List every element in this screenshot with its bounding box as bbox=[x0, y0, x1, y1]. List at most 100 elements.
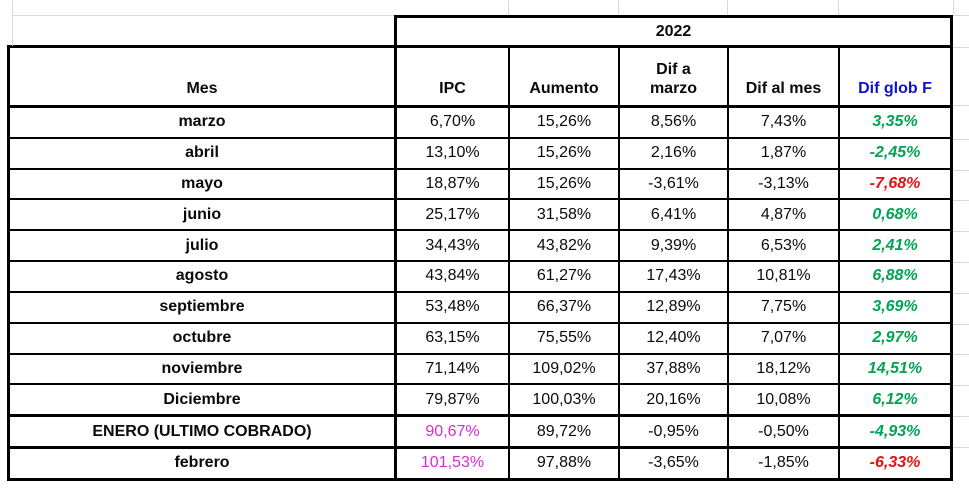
cell-aumento[interactable]: 66,37% bbox=[510, 292, 620, 322]
cell-dif-al-mes[interactable]: 1,87% bbox=[729, 138, 840, 168]
cell-dif-al-mes[interactable]: 7,75% bbox=[729, 292, 840, 322]
excel-gridline bbox=[953, 200, 969, 201]
cell-dif-a-marzo[interactable]: 6,41% bbox=[620, 200, 729, 230]
ipc-table: Mes IPC Aumento Dif a marzo Dif al mes D… bbox=[7, 45, 953, 481]
cell-dif-a-marzo[interactable]: 12,40% bbox=[620, 323, 729, 353]
excel-gridline bbox=[953, 15, 969, 16]
cell-ipc[interactable]: 18,87% bbox=[397, 169, 510, 199]
year-header-cell[interactable]: 2022 bbox=[394, 15, 953, 48]
table-header-row: Mes IPC Aumento Dif a marzo Dif al mes D… bbox=[10, 48, 950, 108]
cell-ipc[interactable]: 25,17% bbox=[397, 200, 510, 230]
cell-dif-glob-f[interactable]: 3,69% bbox=[872, 298, 918, 316]
cell-aumento[interactable]: 97,88% bbox=[510, 449, 620, 478]
cell-dif-al-mes[interactable]: 6,53% bbox=[729, 231, 840, 261]
table-row: septiembre 53,48% 66,37% 12,89% 7,75% 3,… bbox=[10, 290, 950, 322]
cell-dif-glob-f[interactable]: 2,41% bbox=[872, 236, 918, 254]
cell-dif-al-mes[interactable]: 7,43% bbox=[729, 108, 840, 137]
cell-mes[interactable]: febrero bbox=[10, 449, 397, 478]
table-row: julio 34,43% 43,82% 9,39% 6,53% 2,41% bbox=[10, 229, 950, 261]
cell-dif-a-marzo[interactable]: 8,56% bbox=[620, 108, 729, 137]
cell-aumento[interactable]: 89,72% bbox=[510, 417, 620, 447]
cell-mes[interactable]: junio bbox=[10, 200, 397, 230]
excel-gridline bbox=[953, 231, 969, 232]
excel-gridline bbox=[953, 170, 969, 171]
cell-dif-glob-f[interactable]: -2,45% bbox=[869, 144, 921, 162]
cell-ipc[interactable]: 71,14% bbox=[397, 354, 510, 384]
cell-ipc[interactable]: 90,67% bbox=[397, 417, 510, 447]
cell-dif-a-marzo[interactable]: 17,43% bbox=[620, 262, 729, 291]
cell-mes[interactable]: marzo bbox=[10, 108, 397, 137]
cell-dif-a-marzo[interactable]: -0,95% bbox=[620, 417, 729, 447]
cell-aumento[interactable]: 15,26% bbox=[510, 108, 620, 137]
excel-gridline bbox=[508, 0, 509, 15]
excel-gridline bbox=[953, 139, 969, 140]
cell-dif-al-mes[interactable]: 10,08% bbox=[729, 385, 840, 415]
cell-mes[interactable]: Diciembre bbox=[10, 385, 397, 415]
cell-dif-al-mes[interactable]: -1,85% bbox=[729, 449, 840, 478]
cell-mes[interactable]: octubre bbox=[10, 323, 397, 353]
column-header-dif-a-marzo[interactable]: Dif a marzo bbox=[620, 48, 729, 105]
column-header-ipc[interactable]: IPC bbox=[397, 48, 510, 105]
cell-dif-al-mes[interactable]: -0,50% bbox=[729, 417, 840, 447]
cell-aumento[interactable]: 109,02% bbox=[510, 354, 620, 384]
table-row: Diciembre 79,87% 100,03% 20,16% 10,08% 6… bbox=[10, 383, 950, 415]
cell-mes[interactable]: ENERO (ULTIMO COBRADO) bbox=[10, 417, 397, 447]
cell-dif-glob-f[interactable]: 6,88% bbox=[872, 267, 918, 285]
cell-dif-al-mes[interactable]: 7,07% bbox=[729, 323, 840, 353]
cell-dif-a-marzo[interactable]: 9,39% bbox=[620, 231, 729, 261]
cell-aumento[interactable]: 43,82% bbox=[510, 231, 620, 261]
cell-aumento[interactable]: 15,26% bbox=[510, 169, 620, 199]
cell-ipc[interactable]: 53,48% bbox=[397, 292, 510, 322]
cell-dif-glob-f[interactable]: -7,68% bbox=[869, 174, 921, 192]
cell-ipc[interactable]: 63,15% bbox=[397, 323, 510, 353]
cell-mes[interactable]: agosto bbox=[10, 262, 397, 291]
cell-dif-al-mes[interactable]: 10,81% bbox=[729, 262, 840, 291]
cell-dif-a-marzo[interactable]: 20,16% bbox=[620, 385, 729, 415]
cell-ipc[interactable]: 43,84% bbox=[397, 262, 510, 291]
cell-mes[interactable]: abril bbox=[10, 138, 397, 168]
cell-dif-a-marzo[interactable]: 37,88% bbox=[620, 354, 729, 384]
cell-dif-al-mes[interactable]: -3,13% bbox=[729, 169, 840, 199]
cell-dif-glob-f[interactable]: 0,68% bbox=[872, 205, 918, 223]
cell-aumento[interactable]: 15,26% bbox=[510, 138, 620, 168]
table-row: febrero 101,53% 97,88% -3,65% -1,85% -6,… bbox=[10, 446, 950, 478]
cell-ipc[interactable]: 34,43% bbox=[397, 231, 510, 261]
cell-aumento[interactable]: 31,58% bbox=[510, 200, 620, 230]
excel-gridline bbox=[953, 385, 969, 386]
column-header-mes[interactable]: Mes bbox=[10, 48, 397, 105]
cell-dif-a-marzo[interactable]: -3,65% bbox=[620, 449, 729, 478]
cell-dif-a-marzo[interactable]: -3,61% bbox=[620, 169, 729, 199]
cell-ipc[interactable]: 13,10% bbox=[397, 138, 510, 168]
column-header-dif-glob-f[interactable]: Dif glob F bbox=[858, 79, 932, 97]
cell-mes[interactable]: noviembre bbox=[10, 354, 397, 384]
cell-dif-al-mes[interactable]: 4,87% bbox=[729, 200, 840, 230]
table-row: octubre 63,15% 75,55% 12,40% 7,07% 2,97% bbox=[10, 321, 950, 353]
cell-dif-glob-f[interactable]: 3,35% bbox=[872, 113, 918, 131]
excel-gridline bbox=[953, 105, 969, 106]
cell-mes[interactable]: mayo bbox=[10, 169, 397, 199]
excel-gridline bbox=[953, 293, 969, 294]
cell-dif-a-marzo[interactable]: 12,89% bbox=[620, 292, 729, 322]
cell-dif-glob-f[interactable]: 14,51% bbox=[867, 359, 923, 377]
cell-dif-glob-f[interactable]: 2,97% bbox=[872, 329, 918, 347]
cell-mes[interactable]: julio bbox=[10, 231, 397, 261]
cell-aumento[interactable]: 100,03% bbox=[510, 385, 620, 415]
cell-dif-a-marzo[interactable]: 2,16% bbox=[620, 138, 729, 168]
column-header-dif-al-mes[interactable]: Dif al mes bbox=[729, 48, 840, 105]
cell-ipc[interactable]: 6,70% bbox=[397, 108, 510, 137]
excel-gridline bbox=[953, 0, 954, 15]
cell-dif-al-mes[interactable]: 18,12% bbox=[729, 354, 840, 384]
cell-aumento[interactable]: 61,27% bbox=[510, 262, 620, 291]
cell-dif-glob-f[interactable]: -6,33% bbox=[869, 454, 921, 472]
excel-gridline bbox=[953, 447, 969, 448]
cell-ipc[interactable]: 79,87% bbox=[397, 385, 510, 415]
excel-gridline bbox=[727, 0, 728, 15]
cell-mes[interactable]: septiembre bbox=[10, 292, 397, 322]
cell-ipc[interactable]: 101,53% bbox=[397, 449, 510, 478]
cell-dif-glob-f[interactable]: 6,12% bbox=[872, 390, 918, 408]
cell-dif-glob-f[interactable]: -4,93% bbox=[869, 422, 921, 440]
table-row: agosto 43,84% 61,27% 17,43% 10,81% 6,88% bbox=[10, 260, 950, 291]
cell-aumento[interactable]: 75,55% bbox=[510, 323, 620, 353]
column-header-aumento[interactable]: Aumento bbox=[510, 48, 620, 105]
